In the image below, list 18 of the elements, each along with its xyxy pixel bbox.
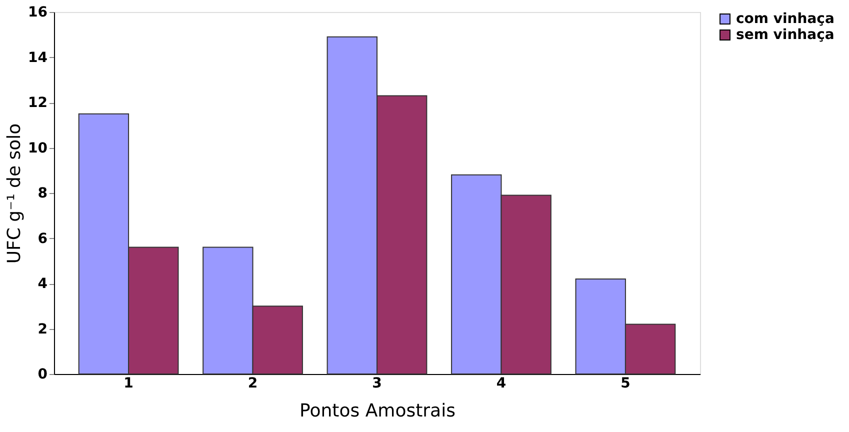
legend-label: com vinhaça (736, 11, 834, 27)
x-tick-label: 4 (496, 376, 506, 392)
y-tick-label: 2 (38, 321, 48, 338)
y-tick-label: 0 (38, 366, 48, 382)
legend-label: sem vinhaça (736, 27, 834, 43)
y-tick-label: 10 (28, 140, 48, 156)
x-axis-title: Pontos Amostrais (300, 400, 456, 422)
y-tick-label: 4 (38, 276, 48, 292)
y-tick-label: 16 (28, 4, 48, 20)
y-tick-label: 6 (38, 230, 48, 247)
x-tick-label: 2 (248, 376, 258, 392)
y-tick-label: 8 (38, 186, 48, 202)
y-tick-label: 12 (28, 95, 48, 111)
x-tick-label: 1 (124, 376, 134, 392)
x-tick-label: 3 (372, 376, 382, 392)
y-tick-label: 14 (28, 50, 48, 66)
x-tick-label: 5 (620, 376, 630, 392)
y-axis-title: UFC g⁻¹ de solo (4, 123, 26, 264)
